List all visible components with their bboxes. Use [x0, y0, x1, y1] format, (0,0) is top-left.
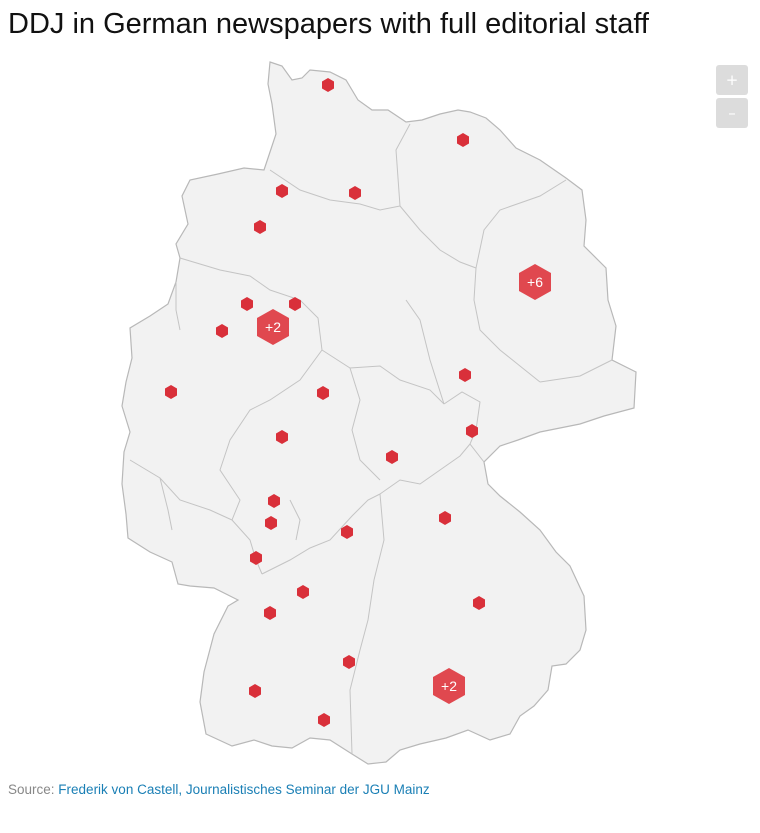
cluster-label: +6 — [527, 274, 543, 290]
map-marker — [241, 297, 253, 311]
map-marker — [466, 424, 478, 438]
map-marker — [457, 133, 469, 147]
source-line: Source: Frederik von Castell, Journalist… — [8, 782, 430, 797]
map-marker — [439, 511, 451, 525]
cluster-marker-munich[interactable]: +2 — [433, 668, 465, 704]
map-marker — [276, 430, 288, 444]
map-marker — [268, 494, 280, 508]
map-marker — [322, 78, 334, 92]
map-marker — [265, 516, 277, 530]
map-marker — [250, 551, 262, 565]
map-marker — [276, 184, 288, 198]
cluster-label: +2 — [441, 678, 457, 694]
map-marker — [459, 368, 471, 382]
markers[interactable] — [165, 78, 485, 727]
source-link[interactable]: Frederik von Castell, Journalistisches S… — [58, 782, 430, 797]
map-marker — [341, 525, 353, 539]
map-marker — [317, 386, 329, 400]
zoom-out-button[interactable]: – — [716, 98, 748, 128]
map-marker — [386, 450, 398, 464]
map-marker — [216, 324, 228, 338]
source-prefix: Source: — [8, 782, 55, 797]
cluster-label: +2 — [265, 319, 281, 335]
germany-outline — [121, 61, 637, 765]
state-borders — [129, 123, 613, 755]
map-marker — [473, 596, 485, 610]
cluster-marker-ruhr[interactable]: +2 — [257, 309, 289, 345]
map-marker — [349, 186, 361, 200]
map-marker — [297, 585, 309, 599]
map-marker — [249, 684, 261, 698]
map-marker — [289, 297, 301, 311]
map-marker — [254, 220, 266, 234]
map-marker — [264, 606, 276, 620]
map-title: DDJ in German newspapers with full edito… — [8, 8, 649, 40]
map-marker — [318, 713, 330, 727]
map-marker — [343, 655, 355, 669]
zoom-in-button[interactable]: + — [716, 65, 748, 95]
map-marker — [165, 385, 177, 399]
cluster-marker-berlin[interactable]: +6 — [519, 264, 551, 300]
